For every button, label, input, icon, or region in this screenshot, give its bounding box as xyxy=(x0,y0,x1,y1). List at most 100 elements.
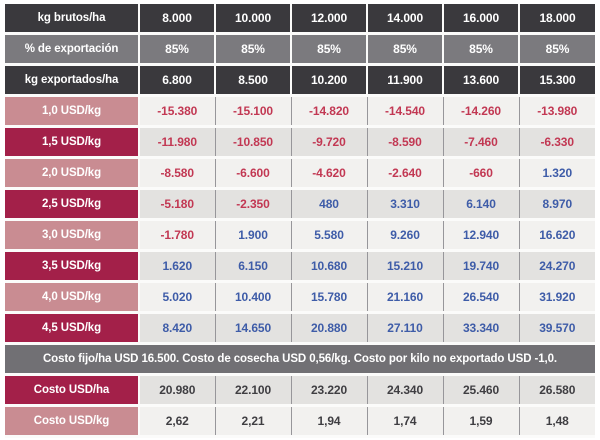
value-cell: 2,62 xyxy=(138,405,215,438)
value-cell: -5.180 xyxy=(138,188,215,221)
value-cell: -14.540 xyxy=(366,95,443,128)
value-cell: 33.340 xyxy=(442,312,519,345)
value-cell: 85% xyxy=(518,33,595,66)
value-cell: 14.650 xyxy=(214,312,291,345)
value-cell: 23.220 xyxy=(290,374,367,407)
value-cell: 18.000 xyxy=(518,4,595,35)
row-label: kg exportados/ha xyxy=(5,64,139,97)
value-cell: 10.200 xyxy=(290,64,367,97)
value-cell: 31.920 xyxy=(518,281,595,314)
row-label: 4,0 USD/kg xyxy=(5,281,139,314)
value-cell: 15.300 xyxy=(518,64,595,97)
value-cell: 1,59 xyxy=(442,405,519,438)
value-cell: 8.970 xyxy=(518,188,595,221)
note-row: Costo fijo/ha USD 16.500. Costo de cosec… xyxy=(5,343,595,376)
value-cell: 14.000 xyxy=(366,4,443,35)
value-cell: 24.270 xyxy=(518,250,595,283)
value-cell: 1,48 xyxy=(518,405,595,438)
value-cell: 8.420 xyxy=(138,312,215,345)
price-row: 1,0 USD/kg -15.380 -15.100 -14.820 -14.540 -1… xyxy=(5,95,595,128)
value-cell: 39.570 xyxy=(518,312,595,345)
row-label: 2,0 USD/kg xyxy=(5,157,139,190)
value-cell: -14.260 xyxy=(442,95,519,128)
value-cell: -10.850 xyxy=(214,126,291,159)
row-label: Costo USD/kg xyxy=(5,405,139,438)
price-row: 4,5 USD/kg 8.420 14.650 20.880 27.110 33.340 3… xyxy=(5,312,595,345)
value-cell: 6.140 xyxy=(442,188,519,221)
value-cell: 20.980 xyxy=(138,374,215,407)
value-cell: -2.640 xyxy=(366,157,443,190)
value-cell: 15.210 xyxy=(366,250,443,283)
value-cell: 8.000 xyxy=(138,4,215,35)
row-label: 1,5 USD/kg xyxy=(5,126,139,159)
value-cell: 1,94 xyxy=(290,405,367,438)
price-row: 2,0 USD/kg -8.580 -6.600 -4.620 -2.640 -660 1.… xyxy=(5,157,595,190)
value-cell: 27.110 xyxy=(366,312,443,345)
cost-table: kg brutos/ha 8.000 10.000 12.000 14.000 16.00… xyxy=(5,4,595,438)
price-row: 2,5 USD/kg -5.180 -2.350 480 3.310 6.140 8.970 xyxy=(5,188,595,221)
value-cell: 85% xyxy=(290,33,367,66)
value-cell: 21.160 xyxy=(366,281,443,314)
value-cell: 16.000 xyxy=(442,4,519,35)
value-cell: 9.260 xyxy=(366,219,443,252)
value-cell: 25.460 xyxy=(442,374,519,407)
cost-row: Costo USD/kg 2,62 2,21 1,94 1,74 1,59 1,48 xyxy=(5,405,595,438)
value-cell: 5.020 xyxy=(138,281,215,314)
value-cell: -14.820 xyxy=(290,95,367,128)
row-label: % de exportación xyxy=(5,33,139,66)
row-label: 3,0 USD/kg xyxy=(5,219,139,252)
price-row: 3,5 USD/kg 1.620 6.150 10.680 15.210 19.740 24… xyxy=(5,250,595,283)
value-cell: 13.600 xyxy=(442,64,519,97)
cost-row: Costo USD/ha 20.980 22.100 23.220 24.340 25.4… xyxy=(5,374,595,407)
value-cell: -6.330 xyxy=(518,126,595,159)
value-cell: 19.740 xyxy=(442,250,519,283)
row-label: 4,5 USD/kg xyxy=(5,312,139,345)
row-label: Costo USD/ha xyxy=(5,374,139,407)
value-cell: -15.380 xyxy=(138,95,215,128)
value-cell: 85% xyxy=(138,33,215,66)
value-cell: 12.940 xyxy=(442,219,519,252)
value-cell: 1.900 xyxy=(214,219,291,252)
value-cell: 85% xyxy=(442,33,519,66)
value-cell: 85% xyxy=(214,33,291,66)
header-row: kg exportados/ha 6.800 8.500 10.200 11.900 13… xyxy=(5,64,595,97)
value-cell: 26.580 xyxy=(518,374,595,407)
value-cell: 22.100 xyxy=(214,374,291,407)
value-cell: 20.880 xyxy=(290,312,367,345)
price-row: 4,0 USD/kg 5.020 10.400 15.780 21.160 26.540 3… xyxy=(5,281,595,314)
value-cell: -1.780 xyxy=(138,219,215,252)
value-cell: 26.540 xyxy=(442,281,519,314)
value-cell: -8.580 xyxy=(138,157,215,190)
note-banner: Costo fijo/ha USD 16.500. Costo de cosec… xyxy=(5,343,595,376)
value-cell: 10.680 xyxy=(290,250,367,283)
value-cell: -8.590 xyxy=(366,126,443,159)
price-row: 3,0 USD/kg -1.780 1.900 5.580 9.260 12.940 16.… xyxy=(5,219,595,252)
price-row: 1,5 USD/kg -11.980 -10.850 -9.720 -8.590 -7.4… xyxy=(5,126,595,159)
value-cell: 1.620 xyxy=(138,250,215,283)
value-cell: 480 xyxy=(290,188,367,221)
header-row: kg brutos/ha 8.000 10.000 12.000 14.000 16.00… xyxy=(5,4,595,35)
value-cell: 12.000 xyxy=(290,4,367,35)
row-label: kg brutos/ha xyxy=(5,4,139,35)
value-cell: 15.780 xyxy=(290,281,367,314)
value-cell: 11.900 xyxy=(366,64,443,97)
value-cell: -7.460 xyxy=(442,126,519,159)
value-cell: -2.350 xyxy=(214,188,291,221)
value-cell: 24.340 xyxy=(366,374,443,407)
value-cell: 5.580 xyxy=(290,219,367,252)
value-cell: -4.620 xyxy=(290,157,367,190)
value-cell: 6.800 xyxy=(138,64,215,97)
value-cell: 16.620 xyxy=(518,219,595,252)
value-cell: 10.000 xyxy=(214,4,291,35)
value-cell: 10.400 xyxy=(214,281,291,314)
value-cell: -6.600 xyxy=(214,157,291,190)
row-label: 2,5 USD/kg xyxy=(5,188,139,221)
row-label: 3,5 USD/kg xyxy=(5,250,139,283)
value-cell: -13.980 xyxy=(518,95,595,128)
value-cell: 1.320 xyxy=(518,157,595,190)
value-cell: 85% xyxy=(366,33,443,66)
value-cell: -15.100 xyxy=(214,95,291,128)
value-cell: 2,21 xyxy=(214,405,291,438)
value-cell: 6.150 xyxy=(214,250,291,283)
